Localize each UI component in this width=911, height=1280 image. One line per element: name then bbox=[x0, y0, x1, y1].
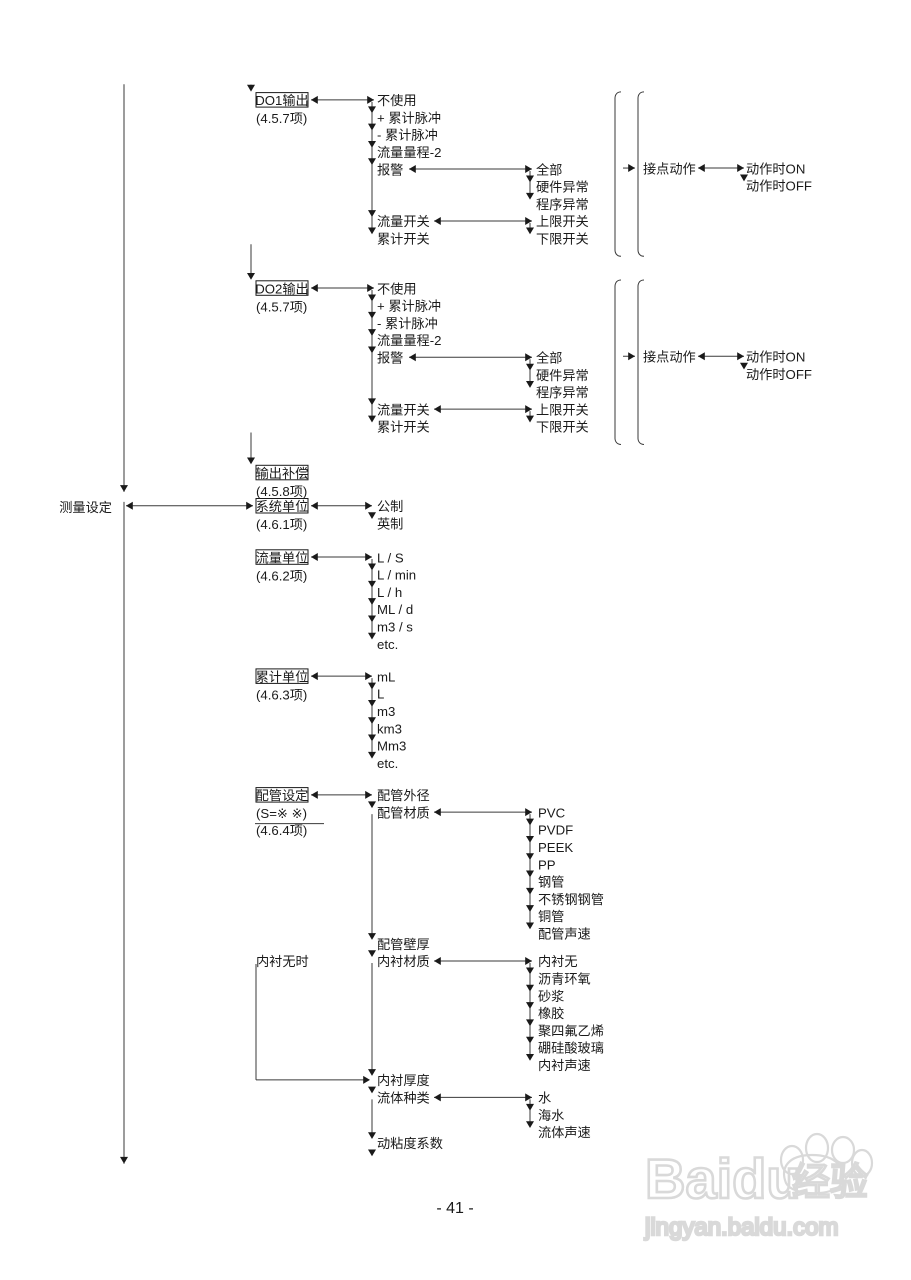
svg-text:经验: 经验 bbox=[792, 1162, 868, 1204]
svg-text:jingyan.baidu.com: jingyan.baidu.com bbox=[644, 1214, 838, 1241]
svg-text:Baidu: Baidu bbox=[645, 1147, 801, 1210]
